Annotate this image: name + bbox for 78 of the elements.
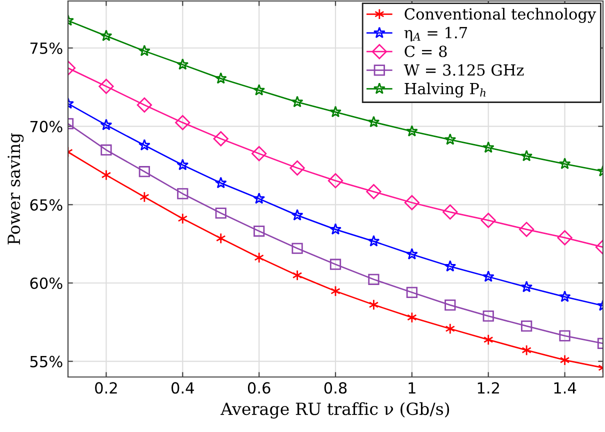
point <box>366 184 382 200</box>
point <box>557 230 572 246</box>
point <box>444 133 456 145</box>
point <box>330 258 342 270</box>
point <box>178 213 188 224</box>
point <box>216 232 226 244</box>
point <box>214 176 227 188</box>
point <box>291 209 304 221</box>
point <box>136 97 152 113</box>
point <box>214 72 227 84</box>
point <box>138 44 150 56</box>
point <box>520 280 533 292</box>
point <box>291 96 304 108</box>
point <box>330 223 342 235</box>
point <box>177 188 188 200</box>
x-tick-label: 0.2 <box>95 382 117 394</box>
point <box>368 235 380 247</box>
legend-label: η$_{A}$ = 1.7 <box>404 26 467 42</box>
point <box>442 204 458 220</box>
y-axis-title: Power saving <box>8 133 24 244</box>
point <box>213 131 228 146</box>
legend-label: Halving P$_{h}$ <box>404 82 486 98</box>
y-tick-label: 55% <box>30 356 62 368</box>
y-tick-label: 60% <box>30 277 62 290</box>
point <box>368 274 380 285</box>
point <box>138 139 150 150</box>
x-tick-label: 0.8 <box>324 382 347 394</box>
point <box>480 212 496 228</box>
point <box>176 58 189 70</box>
point <box>252 146 267 162</box>
x-tick-label: 0.4 <box>172 382 194 394</box>
point <box>444 260 456 272</box>
legend-label: C = 8 <box>404 46 447 58</box>
point <box>175 115 190 130</box>
point <box>254 226 265 237</box>
point <box>100 144 112 156</box>
point <box>140 191 150 203</box>
point <box>101 170 112 181</box>
point <box>254 252 264 264</box>
point <box>290 160 305 176</box>
point <box>368 116 380 128</box>
point <box>253 192 266 204</box>
legend-label: Conventional technology <box>404 8 596 23</box>
point <box>100 30 112 42</box>
point <box>253 84 266 96</box>
point <box>407 312 417 324</box>
point <box>406 248 418 260</box>
point <box>138 166 150 178</box>
point <box>482 310 494 322</box>
point <box>292 242 303 254</box>
point <box>520 150 533 162</box>
point <box>558 290 571 302</box>
point <box>444 300 456 311</box>
point <box>404 195 420 210</box>
point <box>98 78 114 94</box>
point <box>406 286 418 298</box>
point <box>215 208 226 219</box>
y-tick-label: 75% <box>30 42 62 54</box>
point <box>176 158 189 170</box>
y-tick-label: 65% <box>30 199 62 211</box>
point <box>482 141 494 153</box>
x-axis-title: Average RU traffic ν (Gb/s) <box>220 402 450 419</box>
point <box>482 270 494 282</box>
point <box>558 158 571 170</box>
x-tick-label: 1.2 <box>478 382 499 394</box>
x-tick-label: 1 <box>408 382 416 394</box>
point <box>100 118 112 130</box>
x-tick-label: 1.4 <box>554 382 576 394</box>
legend-label: W = 3.125 GHz <box>404 64 524 76</box>
point <box>519 222 534 237</box>
point <box>560 354 570 366</box>
point <box>328 173 344 188</box>
point <box>521 320 532 332</box>
point <box>330 106 342 118</box>
point <box>406 125 418 137</box>
point <box>559 330 570 342</box>
x-tick-label: 0.6 <box>248 382 270 394</box>
y-tick-label: 70% <box>30 120 62 132</box>
